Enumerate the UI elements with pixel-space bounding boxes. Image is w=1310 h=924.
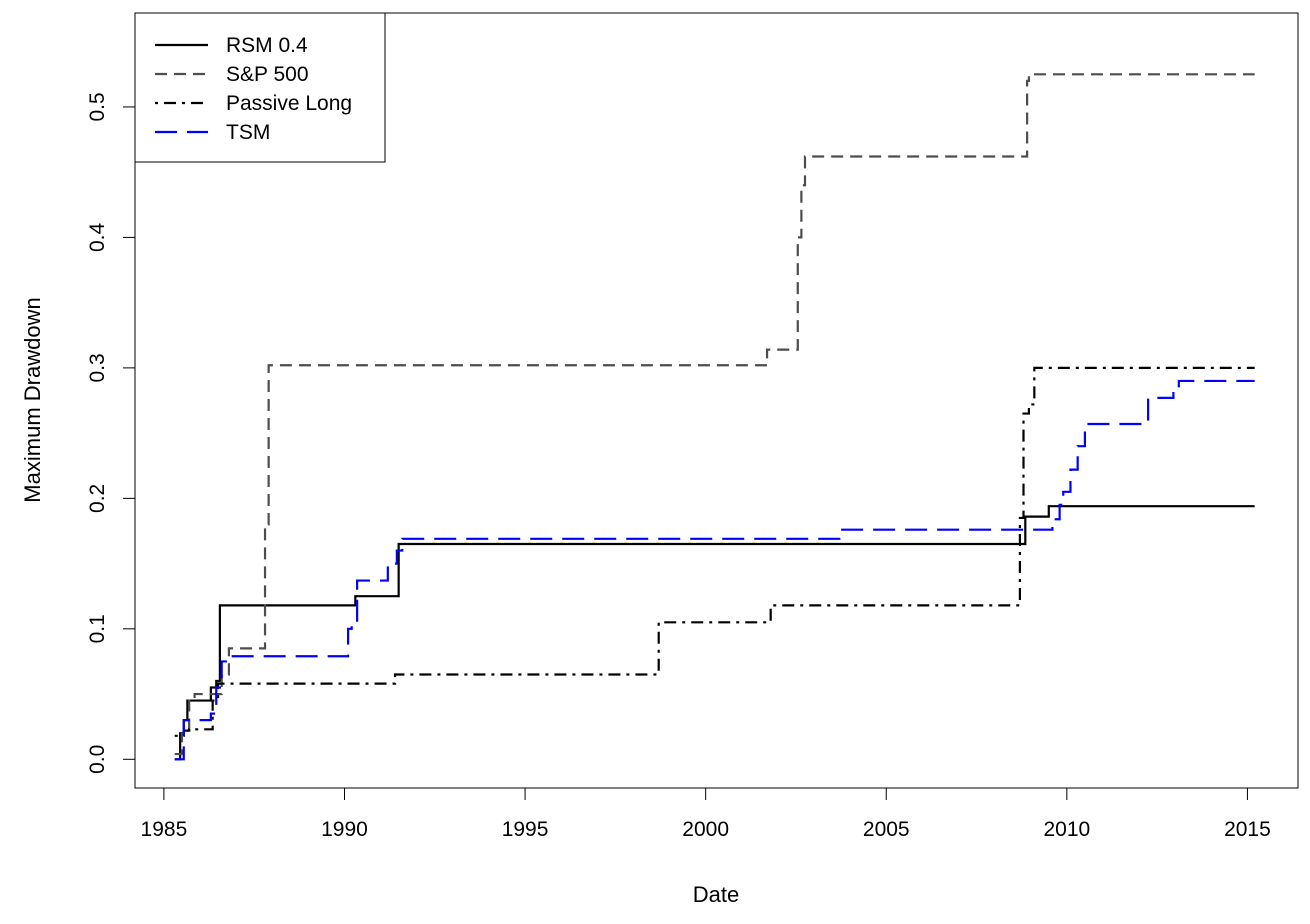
legend-box <box>134 12 386 163</box>
series-line-s-p-500 <box>174 73 1255 756</box>
series-layer <box>174 73 1255 761</box>
series-line-passive-long <box>174 366 1255 737</box>
y-tick-label: 0.0 <box>86 745 109 774</box>
y-axis-title: Maximum Drawdown <box>20 297 45 502</box>
y-tick-label: 0.4 <box>86 222 109 252</box>
x-tick-label: 1995 <box>502 818 549 841</box>
y-tick-label: 0.5 <box>86 92 109 121</box>
legend: RSM 0.4 S&P 500 Passive Long TSM <box>134 12 386 163</box>
x-tick-label: 1990 <box>321 818 368 841</box>
x-tick-label: 1985 <box>141 818 188 841</box>
x-tick-label: 2000 <box>682 818 729 841</box>
x-tick-label: 2015 <box>1224 818 1271 841</box>
series-line-rsm-0-4 <box>174 505 1255 761</box>
legend-label: Passive Long <box>226 92 352 115</box>
y-tick-label: 0.1 <box>86 614 109 643</box>
y-tick-label: 0.2 <box>86 484 109 513</box>
legend-label: S&P 500 <box>226 63 309 86</box>
x-axis: 1985 1990 1995 2000 2005 2010 2015 <box>141 787 1271 841</box>
x-axis-title: Date <box>693 882 739 907</box>
legend-label: TSM <box>226 121 270 144</box>
x-tick-label: 2005 <box>863 818 910 841</box>
series-line-tsm <box>174 379 1255 761</box>
legend-label: RSM 0.4 <box>226 34 308 57</box>
y-tick-label: 0.3 <box>86 353 109 382</box>
y-axis: 0.0 0.1 0.2 0.3 0.4 0.5 <box>86 92 136 774</box>
x-tick-label: 2010 <box>1043 818 1090 841</box>
